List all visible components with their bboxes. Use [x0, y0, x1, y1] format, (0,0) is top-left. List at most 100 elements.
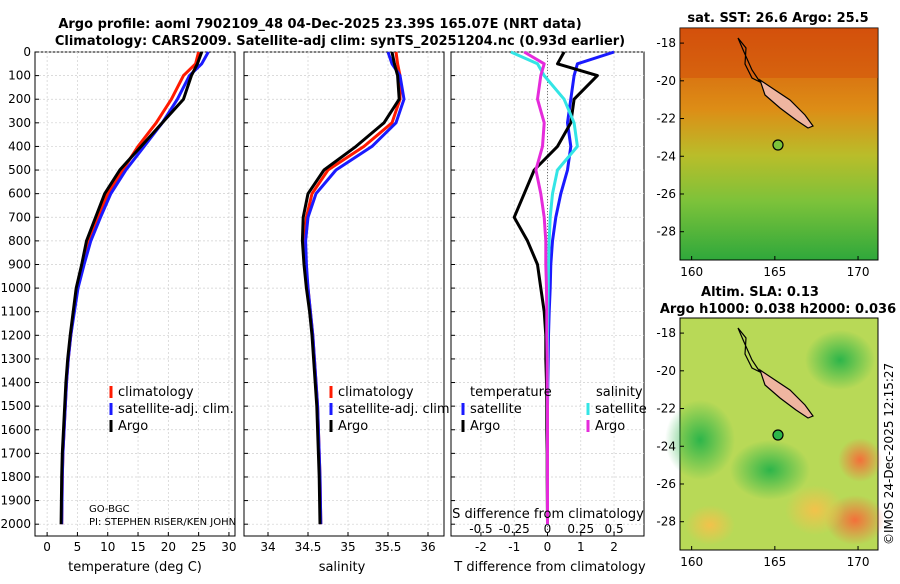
xtick-label-t-1: 5 [74, 540, 82, 554]
sla-lat-label-1: -20 [656, 364, 676, 378]
sst-map-title: sat. SST: 26.6 Argo: 25.5 [687, 11, 868, 26]
figure-title-line1: Argo profile: aoml 7902109_48 04-Dec-202… [58, 17, 581, 32]
sla-lat-label-3: -24 [656, 439, 676, 453]
salinity-ticks: 34 34.5 35 35.5 36 [244, 51, 436, 554]
legend-climatology-label-2: climatology [338, 385, 414, 400]
difference-panel: -2 -1 0 1 2 -0.5 -0.25 0 0.25 0.5 T difference fr… [450, 50, 647, 575]
salinity-series [300, 51, 406, 525]
sla-map-title-line1: Altim. SLA: 0.13 [701, 285, 819, 300]
xtick-label-d-3: 1 [577, 540, 585, 554]
salinity-panel: 34 34.5 35 35.5 36 salinity climatology sate… [243, 51, 454, 575]
ytick-label-2: 200 [8, 92, 31, 106]
sst-warm-patch [680, 28, 878, 78]
temperature-legend: climatology satellite-adj. clim. Argo [109, 385, 234, 434]
sst-lat-label-5: -28 [656, 225, 676, 239]
salinity-grid [244, 51, 444, 536]
salinity-legend: climatology satellite-adj. clim. Argo [329, 385, 454, 434]
sst-lat-label-2: -22 [656, 112, 676, 126]
program-label: GO-BGC [89, 504, 130, 515]
ytick-label-17: 1700 [0, 446, 31, 460]
sst-lat-label-0: -18 [656, 36, 676, 50]
ytick-label-10: 1000 [0, 281, 31, 295]
legend-argo-label: Argo [118, 419, 148, 434]
xtick-label-t-5: 25 [191, 540, 206, 554]
sla-lon-label-2: 170 [847, 555, 870, 569]
ytick-label-20: 2000 [0, 517, 31, 531]
xtick-label-t-3: 15 [130, 540, 145, 554]
temperature-xlabel: temperature (deg C) [68, 560, 202, 575]
difference-series [510, 50, 615, 525]
series-line-s-2 [300, 51, 401, 525]
legend-temperature-heading: temperature [470, 385, 552, 400]
ytick-label-16: 1600 [0, 423, 31, 437]
sst-argo-marker [772, 139, 784, 151]
temperature-series [59, 51, 210, 525]
series-line-d-3 [523, 50, 549, 525]
sla-map: Altim. SLA: 0.13 Argo h1000: 0.038 h2000… [656, 285, 896, 569]
sla-island [758, 368, 814, 419]
legend-climatology-label: climatology [118, 385, 194, 400]
ytick-label-5: 500 [8, 163, 31, 177]
ytick-label-6: 600 [8, 187, 31, 201]
sla-blob-yellow-2 [685, 505, 735, 545]
sla-blob-green-1 [665, 400, 735, 480]
ytick-label-0: 0 [23, 45, 31, 59]
legend-t-argo-label: Argo [470, 419, 500, 434]
sla-map-title-line2: Argo h1000: 0.038 h2000: 0.036 [660, 302, 896, 317]
s-tick-label-1: -0.25 [499, 522, 530, 536]
sla-lat-label-4: -26 [656, 477, 676, 491]
sla-map-axes: -18 -20 -22 -24 -26 -28 160 165 170 [656, 326, 869, 569]
xtick-label-s-4: 36 [420, 540, 435, 554]
temperature-ticks: 0100200300400500600700800900100011001200… [0, 45, 236, 554]
sla-lon-label-0: 160 [680, 555, 703, 569]
sla-blob-yellow-1 [785, 485, 845, 535]
xtick-label-s-0: 34 [260, 540, 275, 554]
legend-salinity-heading: salinity [596, 385, 643, 400]
figure-title-line2: Climatology: CARS2009. Satellite-adj cli… [55, 34, 625, 49]
s-difference-label: S difference from climatology [452, 507, 644, 522]
xtick-label-d-0: -2 [475, 540, 487, 554]
salinity-xlabel: salinity [319, 560, 366, 575]
sla-blob-red-2 [838, 438, 882, 482]
sst-island [758, 78, 814, 129]
salinity-plot-frame [243, 51, 445, 537]
s-tick-label-3: 0.25 [567, 522, 594, 536]
temperature-panel: 0100200300400500600700800900100011001200… [0, 45, 236, 575]
legend-s-satellite-label: satellite [595, 402, 647, 417]
copyright-label: ©IMOS 24-Dec-2025 12:15:27 [882, 363, 896, 545]
ytick-label-13: 1300 [0, 352, 31, 366]
difference-ticks: -2 -1 0 1 2 -0.5 -0.25 0 0.25 0.5 [451, 51, 624, 554]
pi-label: PI: STEPHEN RISER/KEN JOHN [89, 517, 236, 528]
ytick-label-18: 1800 [0, 470, 31, 484]
difference-xlabel: T difference from climatology [453, 560, 646, 575]
legend-satellite-label: satellite-adj. clim. [118, 402, 234, 417]
ytick-label-12: 1200 [0, 328, 31, 342]
sla-argo-marker [772, 429, 784, 441]
s-tick-label-2: 0 [544, 522, 552, 536]
sst-lon-label-1: 165 [763, 265, 786, 279]
sst-lat-label-1: -20 [656, 74, 676, 88]
legend-t-satellite-label: satellite [470, 402, 522, 417]
xtick-label-s-3: 35.5 [375, 540, 402, 554]
sst-lat-label-3: -24 [656, 149, 676, 163]
legend-s-argo-label: Argo [595, 419, 625, 434]
xtick-label-t-0: 0 [43, 540, 51, 554]
xtick-label-s-1: 34.5 [295, 540, 322, 554]
sla-lat-label-2: -22 [656, 402, 676, 416]
xtick-label-t-4: 20 [161, 540, 176, 554]
ytick-label-1: 100 [8, 69, 31, 83]
sla-lon-label-1: 165 [763, 555, 786, 569]
sst-lon-label-2: 170 [847, 265, 870, 279]
sla-lat-label-5: -28 [656, 515, 676, 529]
sla-blob-green-2 [730, 440, 810, 500]
ytick-label-3: 300 [8, 116, 31, 130]
sla-blob-green-3 [805, 330, 875, 390]
ytick-label-4: 400 [8, 139, 31, 153]
ytick-label-9: 900 [8, 257, 31, 271]
s-tick-label-0: -0.5 [469, 522, 492, 536]
temperature-plot-frame [34, 51, 236, 537]
sla-coastline [737, 327, 762, 374]
s-tick-label-4: 0.5 [605, 522, 624, 536]
temperature-grid [35, 51, 235, 536]
